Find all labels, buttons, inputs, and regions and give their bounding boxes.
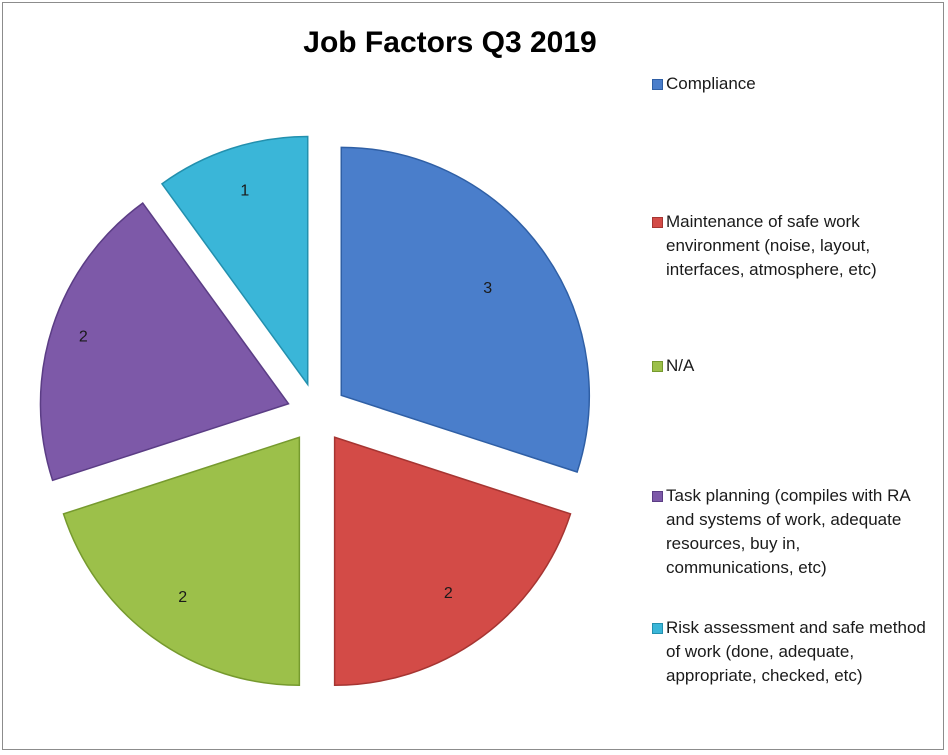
legend-item-compliance: Compliance xyxy=(652,72,930,96)
pie-slice-risk-assessment xyxy=(160,135,309,387)
legend-item-risk-assessment: Risk assessment and safe method of work … xyxy=(652,616,930,688)
legend-label: Compliance xyxy=(666,74,756,93)
legend-swatch xyxy=(652,623,663,634)
pie-slice-compliance xyxy=(340,146,591,473)
chart-title: Job Factors Q3 2019 xyxy=(303,26,597,59)
data-label-compliance: 3 xyxy=(483,280,492,297)
legend: Compliance Maintenance of safe work envi… xyxy=(652,72,932,732)
legend-swatch xyxy=(652,361,663,372)
legend-swatch xyxy=(652,79,663,90)
legend-swatch xyxy=(652,491,663,502)
legend-item-maintenance: Maintenance of safe work environment (no… xyxy=(652,210,930,282)
data-label-maintenance: 2 xyxy=(444,585,453,602)
pie-slice-task-planning xyxy=(39,202,290,482)
legend-label: Maintenance of safe work environment (no… xyxy=(666,212,877,279)
legend-label: N/A xyxy=(666,356,695,375)
legend-swatch xyxy=(652,217,663,228)
legend-item-task-planning: Task planning (compiles with RA and syst… xyxy=(652,484,930,580)
data-label-task-planning: 2 xyxy=(79,328,88,345)
legend-item-na: N/A xyxy=(652,354,930,378)
data-label-risk-assessment: 1 xyxy=(240,182,249,199)
pie-slice-maintenance xyxy=(333,436,572,687)
data-label-na: 2 xyxy=(178,589,187,606)
legend-label: Risk assessment and safe method of work … xyxy=(666,618,926,685)
pie-slice-na xyxy=(62,436,301,687)
legend-label: Task planning (compiles with RA and syst… xyxy=(666,486,910,577)
